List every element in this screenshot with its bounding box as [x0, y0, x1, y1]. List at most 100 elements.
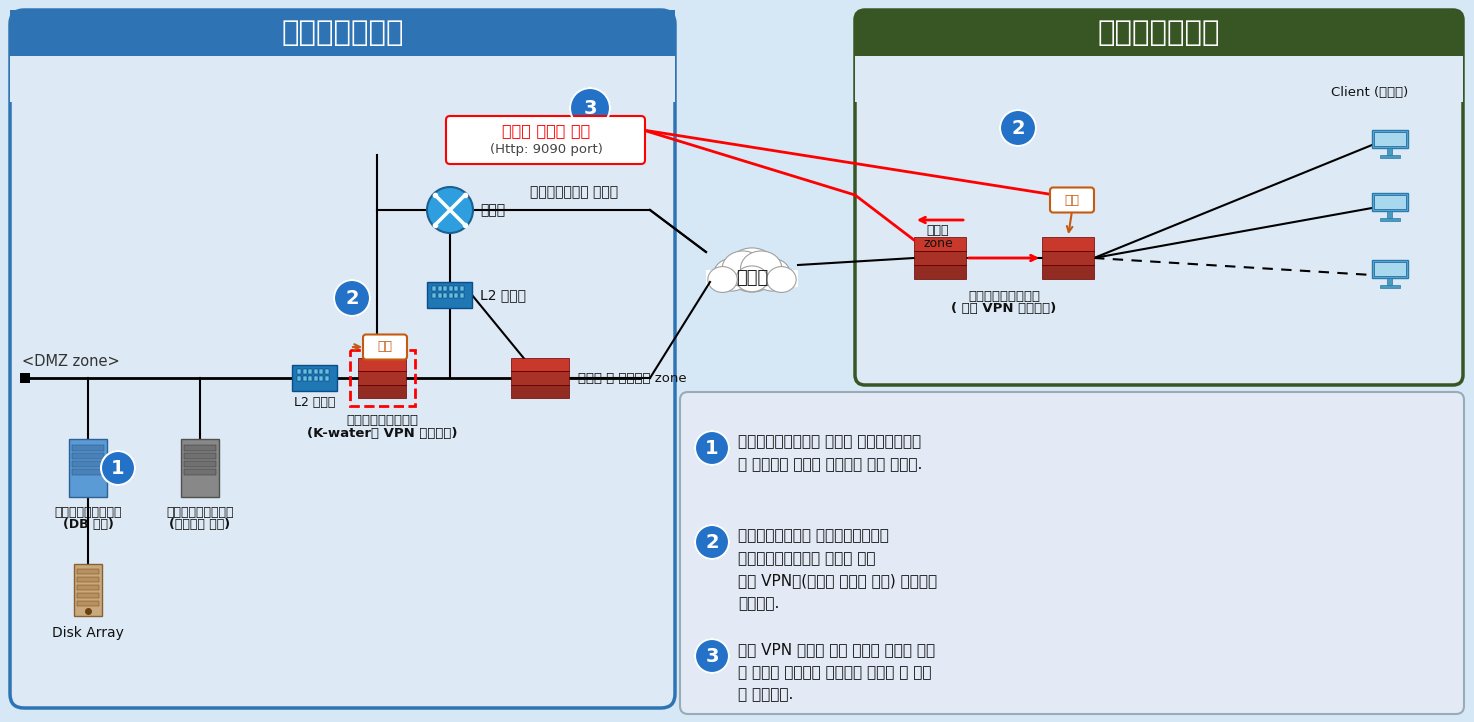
- Text: 1: 1: [705, 438, 719, 458]
- FancyBboxPatch shape: [324, 376, 329, 381]
- FancyBboxPatch shape: [460, 293, 464, 298]
- Text: 3: 3: [584, 98, 597, 118]
- FancyBboxPatch shape: [77, 601, 99, 606]
- Ellipse shape: [727, 248, 777, 292]
- FancyBboxPatch shape: [447, 116, 646, 164]
- FancyBboxPatch shape: [1372, 130, 1408, 148]
- FancyBboxPatch shape: [10, 10, 675, 56]
- Ellipse shape: [722, 251, 764, 287]
- FancyBboxPatch shape: [432, 293, 436, 298]
- Circle shape: [999, 110, 1036, 146]
- FancyBboxPatch shape: [438, 293, 442, 298]
- FancyBboxPatch shape: [432, 286, 436, 291]
- Text: 하천유량관리시스템: 하천유량관리시스템: [968, 290, 1041, 303]
- Ellipse shape: [713, 258, 750, 291]
- FancyBboxPatch shape: [314, 369, 318, 374]
- Text: 인터넷: 인터넷: [736, 269, 768, 287]
- FancyBboxPatch shape: [10, 10, 675, 102]
- Text: 방화벽 및 보안장비 zone: 방화벽 및 보안장비 zone: [578, 372, 687, 385]
- FancyBboxPatch shape: [363, 334, 407, 360]
- FancyBboxPatch shape: [308, 369, 312, 374]
- FancyBboxPatch shape: [1042, 251, 1094, 265]
- Text: 라우터: 라우터: [481, 203, 506, 217]
- FancyBboxPatch shape: [77, 593, 99, 598]
- Text: 승인: 승인: [377, 341, 392, 354]
- Text: (Http: 9090 port): (Http: 9090 port): [489, 144, 603, 157]
- Ellipse shape: [766, 266, 796, 292]
- FancyBboxPatch shape: [511, 385, 569, 398]
- Text: 한강홍수통제소 외부망: 한강홍수통제소 외부망: [531, 185, 618, 199]
- Text: 방화벽: 방화벽: [927, 224, 949, 237]
- FancyBboxPatch shape: [460, 286, 464, 291]
- FancyBboxPatch shape: [680, 392, 1464, 714]
- FancyBboxPatch shape: [77, 585, 99, 590]
- FancyBboxPatch shape: [298, 376, 302, 381]
- FancyBboxPatch shape: [358, 371, 405, 385]
- FancyBboxPatch shape: [184, 469, 217, 475]
- FancyBboxPatch shape: [438, 286, 442, 291]
- FancyBboxPatch shape: [320, 376, 323, 381]
- FancyBboxPatch shape: [1374, 132, 1406, 146]
- FancyBboxPatch shape: [69, 439, 108, 497]
- Text: 암호화 터널링 통신: 암호화 터널링 통신: [501, 123, 590, 139]
- FancyBboxPatch shape: [444, 293, 448, 298]
- Text: L2 스위치: L2 스위치: [295, 396, 336, 409]
- Text: 승인: 승인: [1064, 193, 1079, 206]
- FancyBboxPatch shape: [444, 286, 448, 291]
- FancyBboxPatch shape: [72, 461, 105, 467]
- FancyBboxPatch shape: [184, 445, 217, 451]
- Ellipse shape: [740, 251, 781, 287]
- FancyBboxPatch shape: [298, 369, 302, 374]
- FancyBboxPatch shape: [320, 369, 323, 374]
- Circle shape: [696, 431, 730, 465]
- FancyBboxPatch shape: [706, 270, 797, 287]
- FancyBboxPatch shape: [1049, 188, 1094, 212]
- FancyBboxPatch shape: [855, 10, 1464, 102]
- Text: zone: zone: [923, 237, 952, 250]
- FancyBboxPatch shape: [450, 293, 453, 298]
- Text: (K-water용 VPN 보안장비): (K-water용 VPN 보안장비): [307, 427, 457, 440]
- Text: 3: 3: [705, 646, 719, 666]
- Text: 전용 VPN 구성을 통한 암호와 터널링 통신
및 인가된 사용자만 시스템을 사용할 수 있도
록 운영중임.: 전용 VPN 구성을 통한 암호와 터널링 통신 및 인가된 사용자만 시스템을…: [738, 642, 935, 703]
- Ellipse shape: [753, 258, 790, 291]
- FancyBboxPatch shape: [358, 358, 405, 371]
- Text: Client (사용자): Client (사용자): [1331, 85, 1409, 98]
- FancyBboxPatch shape: [292, 365, 338, 391]
- Text: 1: 1: [111, 458, 125, 477]
- Text: 하천유량관리시스템: 하천유량관리시스템: [167, 506, 234, 519]
- FancyBboxPatch shape: [1374, 262, 1406, 276]
- Circle shape: [102, 451, 136, 485]
- Circle shape: [570, 88, 610, 128]
- FancyBboxPatch shape: [914, 265, 965, 279]
- FancyBboxPatch shape: [304, 369, 307, 374]
- FancyBboxPatch shape: [72, 453, 105, 459]
- FancyBboxPatch shape: [914, 251, 965, 265]
- Text: 2: 2: [345, 289, 358, 308]
- FancyBboxPatch shape: [914, 237, 965, 251]
- FancyBboxPatch shape: [184, 453, 217, 459]
- Text: 하천유량관리시스템: 하천유량관리시스템: [55, 506, 122, 519]
- Text: (DB 서버): (DB 서버): [62, 518, 113, 531]
- FancyBboxPatch shape: [1374, 195, 1406, 209]
- FancyBboxPatch shape: [454, 293, 458, 298]
- FancyBboxPatch shape: [1380, 284, 1400, 288]
- FancyBboxPatch shape: [181, 439, 220, 497]
- Circle shape: [696, 525, 730, 559]
- FancyBboxPatch shape: [324, 369, 329, 374]
- Circle shape: [427, 187, 473, 233]
- Ellipse shape: [736, 266, 768, 292]
- Text: 하천유량관리시스템: 하천유량관리시스템: [346, 414, 419, 427]
- Circle shape: [335, 280, 370, 316]
- FancyBboxPatch shape: [511, 371, 569, 385]
- Text: 한국수자원공사: 한국수자원공사: [1098, 19, 1220, 47]
- FancyBboxPatch shape: [308, 376, 312, 381]
- FancyBboxPatch shape: [1042, 237, 1094, 251]
- FancyBboxPatch shape: [511, 358, 569, 371]
- FancyBboxPatch shape: [1387, 148, 1393, 155]
- FancyBboxPatch shape: [72, 445, 105, 451]
- Text: Disk Array: Disk Array: [52, 626, 124, 640]
- FancyBboxPatch shape: [1380, 155, 1400, 158]
- FancyBboxPatch shape: [855, 10, 1464, 385]
- FancyBboxPatch shape: [72, 469, 105, 475]
- FancyBboxPatch shape: [314, 376, 318, 381]
